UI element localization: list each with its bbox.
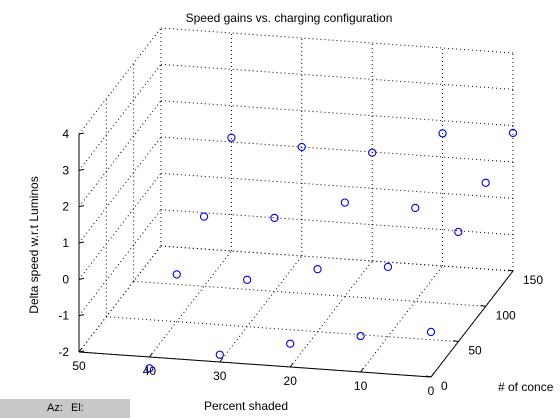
x-tick-label: 30: [213, 369, 227, 383]
azimuth-label: Az:: [47, 399, 63, 418]
x-grid-floor: [220, 256, 302, 362]
x-tick-label: 40: [143, 364, 157, 378]
z-tick-mark: [79, 278, 84, 279]
z-tick-mark: [79, 169, 84, 170]
x-tick-label: 10: [354, 379, 368, 393]
z-grid-back-wall: [161, 210, 513, 235]
z-tick-label: -2: [58, 345, 69, 359]
x-tick-label: 20: [284, 374, 298, 388]
z-tick-label: 4: [62, 127, 69, 141]
z-grid-back-wall: [161, 64, 513, 89]
axes-box: [79, 133, 513, 377]
status-bar: Az: El:: [0, 399, 130, 418]
x-grid-floor: [290, 261, 372, 367]
y-axis-line: [431, 271, 513, 377]
z-grid-back-wall: [161, 137, 513, 162]
z-tick-mark: [79, 315, 84, 316]
z-grid-back-wall: [161, 28, 513, 53]
y-tick-label: 0: [441, 379, 448, 393]
z-grid-left-wall: [79, 28, 161, 134]
data-point: [341, 199, 348, 206]
z-grid-back-wall: [161, 173, 513, 198]
x-grid-floor: [149, 251, 231, 357]
x-grid-floor: [361, 266, 443, 372]
y-tick-label: 100: [496, 308, 516, 322]
data-point: [357, 332, 364, 339]
data-points: [146, 129, 517, 372]
data-point: [314, 266, 321, 273]
y-axis-label: # of conce: [498, 380, 554, 394]
data-point: [216, 351, 223, 358]
chart-title: Speed gains vs. charging configuration: [186, 11, 393, 25]
elevation-label: El:: [71, 399, 84, 418]
data-point: [412, 204, 419, 211]
data-point: [427, 328, 434, 335]
x-tick-mark: [361, 368, 364, 372]
z-tick-mark: [79, 242, 84, 243]
z-grid-back-wall: [161, 246, 513, 271]
x-tick-mark: [290, 363, 293, 367]
z-tick-label: 1: [62, 236, 69, 250]
z-grid-back-wall: [161, 101, 513, 126]
x-tick-mark: [149, 353, 152, 357]
tick-labels: 0 10 20 30 40 50 0 50 100 150 -2 -1 0 1 2 3 4: [58, 127, 543, 398]
data-point: [482, 179, 489, 186]
data-point: [384, 263, 391, 270]
z-tick-label: 2: [62, 200, 69, 214]
x-tick-label: 50: [72, 359, 86, 373]
y-grid-floor: [134, 281, 486, 306]
z-tick-label: 0: [62, 272, 69, 286]
z-tick-label: 3: [62, 163, 69, 177]
data-point: [228, 134, 235, 141]
z-tick-label: -1: [58, 309, 69, 323]
z-tick-mark: [79, 133, 84, 134]
x-tick-mark: [431, 373, 434, 377]
data-point: [244, 276, 251, 283]
data-point: [455, 228, 462, 235]
z-tick-mark: [79, 206, 84, 207]
y-tick-label: 50: [468, 344, 482, 358]
x-axis-line: [79, 352, 431, 377]
x-tick-label: 0: [428, 384, 435, 398]
z-axis-label: Delta speed w.r.t Luminos: [27, 176, 41, 313]
y-grid-floor: [106, 317, 458, 342]
grid-lines: [79, 28, 513, 377]
data-point: [287, 340, 294, 347]
data-point: [200, 213, 207, 220]
data-point: [173, 271, 180, 278]
x-axis-label: Percent shaded: [204, 399, 288, 413]
y-tick-label: 150: [523, 273, 543, 287]
